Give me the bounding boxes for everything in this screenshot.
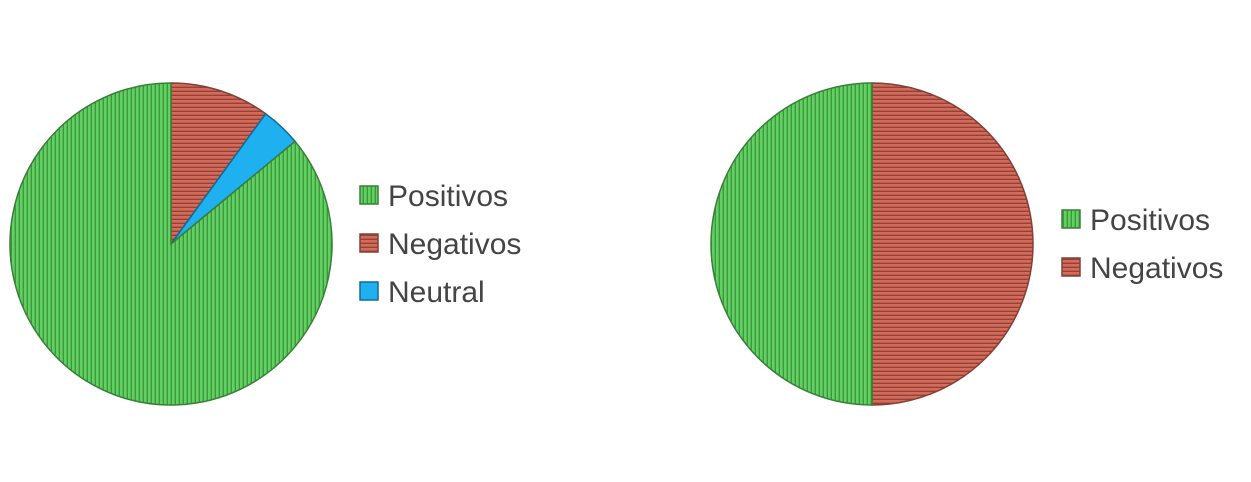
legend-swatch-negativos — [359, 233, 379, 253]
legend-swatch-neutral — [359, 281, 379, 301]
legend-label-negativos: Negativos — [388, 228, 521, 261]
pie-slice-positivos — [9, 82, 333, 406]
pie-slice-negativos — [170, 82, 267, 247]
legend-swatch-negativos — [1061, 257, 1081, 277]
legend-label-neutral: Neutral — [388, 276, 485, 309]
pie-slice-negativos — [871, 82, 1034, 406]
legend-swatch-positivos — [1061, 209, 1081, 229]
pie-chart-2-svg: Positivos Negativos — [710, 82, 1223, 406]
pie-chart-2: Positivos Negativos — [700, 0, 1251, 482]
legend-label-negativos: Negativos — [1090, 252, 1223, 285]
legend-label-positivos: Positivos — [388, 180, 508, 213]
legend-swatch-positivos — [359, 185, 379, 205]
pie-slice-positivos — [710, 82, 873, 406]
pie-chart-1: Positivos Negativos Neutral — [0, 0, 620, 482]
legend-label-positivos: Positivos — [1090, 204, 1210, 237]
pie-chart-1-svg: Positivos Negativos Neutral — [9, 82, 521, 406]
